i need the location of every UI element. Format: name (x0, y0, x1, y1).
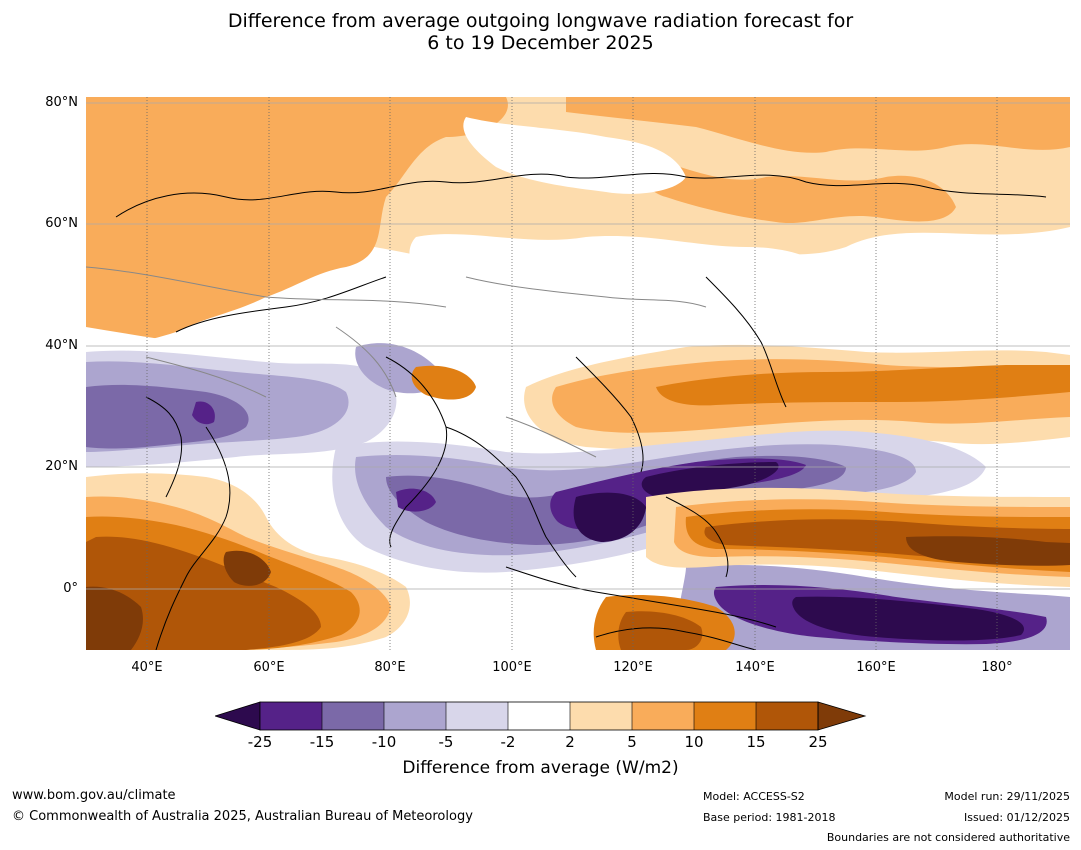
region-orange-light-arctic (566, 97, 1070, 153)
title-line-1: Difference from average outgoing longwav… (227, 10, 854, 32)
footer-copyright: © Commonwealth of Australia 2025, Austra… (12, 809, 473, 824)
region-orange-light-siberia (642, 157, 956, 224)
lon-label-160e: 160°E (856, 660, 896, 675)
colorbar-bin-2 (322, 702, 384, 730)
lat-label-60n: 60°N (45, 216, 78, 231)
colorbar (215, 701, 867, 731)
lat-label-20n: 20°N (45, 459, 78, 474)
colorbar-bin-6 (570, 702, 632, 730)
colorbar-bin-5 (508, 702, 570, 730)
footer-model: Model: ACCESS-S2 (703, 790, 805, 803)
region-orange-dark-indian (86, 536, 321, 650)
parallels (86, 102, 1070, 590)
colorbar-tick: 2 (565, 733, 575, 751)
region-orange-light-north (86, 97, 508, 347)
footer-model-run: Model run: 29/11/2025 (944, 790, 1070, 803)
region-purple-darkest-philippines (573, 462, 779, 542)
meridians (146, 97, 998, 650)
coastlines (115, 172, 1047, 650)
region-purple-mid-mideast (86, 384, 249, 449)
colorbar-bin-3 (384, 702, 446, 730)
region-brown-indian (86, 550, 271, 650)
lon-label-100e: 100°E (492, 660, 532, 675)
colorbar-bin-1 (260, 702, 322, 730)
lon-label-80e: 80°E (374, 660, 406, 675)
chart-title: Difference from average outgoing longwav… (0, 10, 1081, 54)
lon-label-140e: 140°E (735, 660, 775, 675)
colorbar-bin-7 (632, 702, 694, 730)
region-orange-mid-japan (656, 365, 1070, 406)
footer-issued: Issued: 01/12/2025 (963, 811, 1070, 824)
colorbar-arrow-low (215, 701, 261, 731)
lon-label-180: 180° (981, 660, 1013, 675)
lon-label-40e: 40°E (131, 660, 163, 675)
lat-label-80n: 80°N (45, 95, 78, 110)
colorbar-tick: -15 (309, 733, 335, 751)
region-purple-darkest-spacific (792, 596, 1024, 641)
colorbar-bin-9 (756, 702, 818, 730)
colorbar-tick: -10 (371, 733, 397, 751)
colorbar-tick: -5 (438, 733, 454, 751)
region-purple-dark-india (396, 488, 436, 512)
title-line-2: 6 to 19 December 2025 (427, 32, 654, 54)
footer-base-period: Base period: 1981-2018 (703, 811, 836, 824)
colorbar-bin-4 (446, 702, 508, 730)
lat-label-0: 0° (63, 581, 78, 596)
footer-disclaimer: Boundaries are not considered authoritat… (826, 831, 1070, 844)
colorbar-arrow-high (817, 701, 867, 731)
region-neutral-mongolia (409, 234, 848, 351)
map-svg (86, 97, 1070, 650)
colorbar-bin-8 (694, 702, 756, 730)
colorbar-tick: 15 (746, 733, 766, 751)
colorbar-tick: 25 (808, 733, 828, 751)
region-purple-dark-mideast (192, 401, 215, 425)
colorbar-tick: -2 (500, 733, 516, 751)
lon-label-60e: 60°E (253, 660, 285, 675)
colorbar-label: Difference from average (W/m2) (402, 758, 679, 778)
footer-website[interactable]: www.bom.gov.au/climate (12, 788, 176, 803)
colorbar-tick: 5 (627, 733, 637, 751)
colorbar-tick: 10 (684, 733, 704, 751)
colorbar-tick: -25 (247, 733, 273, 751)
region-orange-dark-ng (618, 611, 703, 650)
region-brown-wpac (906, 536, 1070, 566)
olr-anomaly-map (86, 97, 1070, 650)
lat-label-40n: 40°N (45, 338, 78, 353)
lon-label-120e: 120°E (613, 660, 653, 675)
